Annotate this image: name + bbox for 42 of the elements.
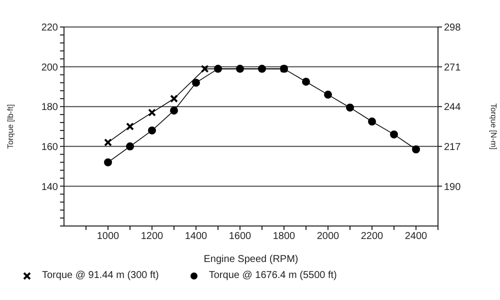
point — [258, 64, 266, 73]
y-tick-label: 220 — [41, 22, 58, 34]
point — [236, 64, 244, 73]
point — [126, 142, 134, 150]
y-tick-label: 140 — [41, 182, 58, 193]
point — [368, 118, 376, 126]
point — [346, 104, 354, 112]
x-axis-title: Engine Speed (RPM) — [204, 254, 298, 265]
y2-tick-label: 244 — [444, 102, 462, 114]
y-tick-label: 200 — [41, 62, 58, 74]
point — [170, 94, 178, 103]
point — [104, 158, 112, 166]
point — [170, 106, 178, 115]
legend-label: Torque @ 91.44 m (300 ft) — [42, 270, 159, 281]
y2-tick-label: 271 — [444, 62, 462, 74]
x-tick-label: 1000 — [96, 231, 120, 242]
point — [192, 78, 200, 87]
point — [412, 145, 420, 154]
x-tick-label: 2000 — [316, 231, 340, 242]
x-tick-label: 1600 — [228, 231, 252, 242]
y2-axis-title: Torque [N-m] — [489, 103, 498, 150]
y-tick-label: 160 — [41, 142, 58, 153]
y2-tick-label: 190 — [444, 182, 462, 193]
y2-tick-label: 298 — [444, 22, 462, 34]
y-axis-title: Torque [lb-ft] — [6, 104, 15, 149]
point — [126, 122, 134, 130]
x-tick-label: 2200 — [360, 231, 384, 242]
x-tick-label: 2400 — [404, 231, 428, 242]
point — [324, 90, 332, 99]
y-tick-label: 180 — [41, 102, 58, 114]
y2-tick-label: 217 — [444, 142, 462, 153]
legend-label: Torque @ 1676.4 m (5500 ft) — [208, 270, 337, 281]
x-tick-label: 1400 — [184, 231, 208, 242]
point — [104, 138, 112, 146]
point — [148, 126, 156, 134]
point — [390, 130, 398, 138]
point — [200, 64, 209, 73]
point — [302, 78, 310, 86]
point — [214, 64, 222, 73]
point — [148, 108, 156, 117]
x-tick-label: 1800 — [272, 231, 296, 242]
x-tick-label: 1200 — [140, 231, 164, 242]
